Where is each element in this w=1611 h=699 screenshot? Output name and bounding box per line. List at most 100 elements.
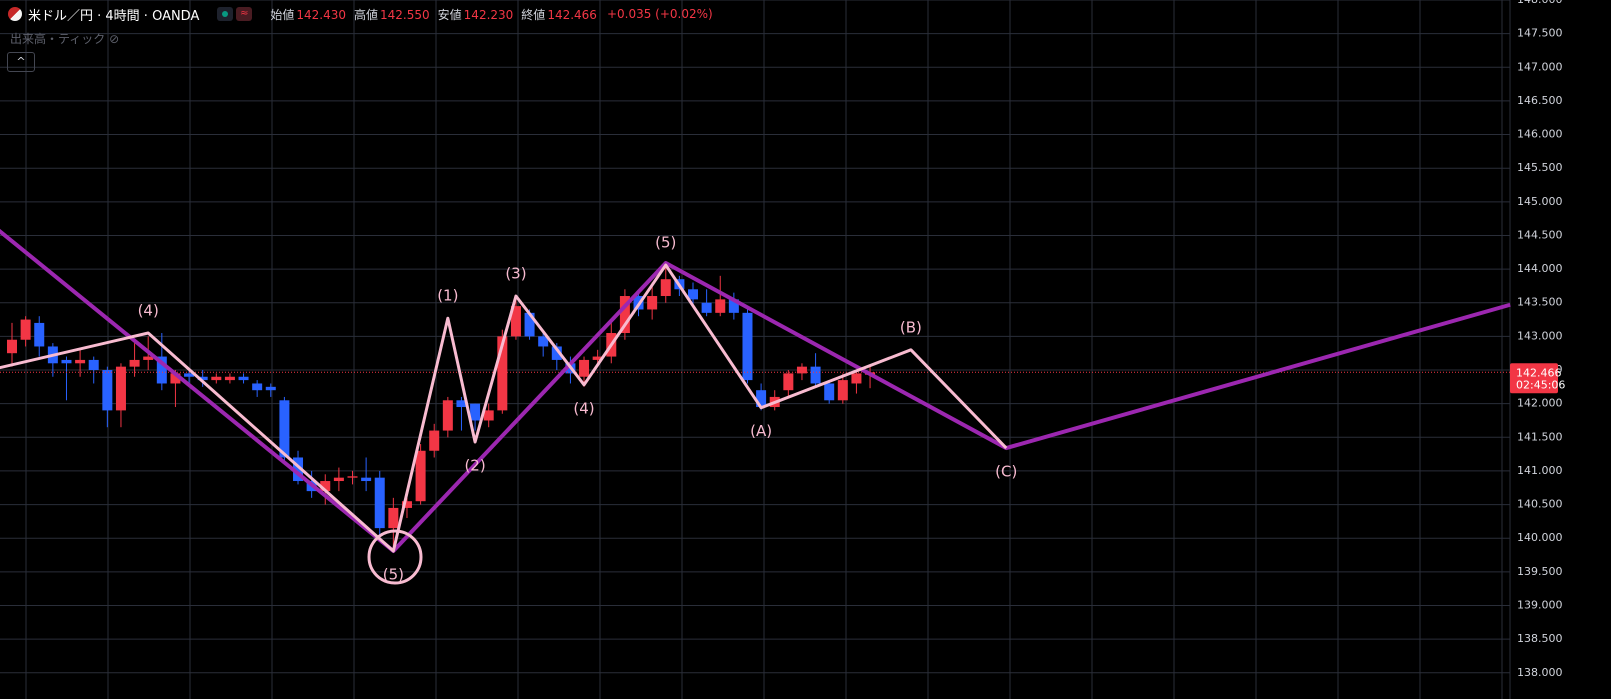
candle-body	[374, 477, 385, 529]
y-tick-label: 147.500	[1517, 27, 1563, 40]
candle-body	[756, 390, 767, 408]
data-status[interactable]: ≈	[236, 7, 253, 21]
candle-body	[470, 403, 481, 421]
volume-label[interactable]: 出来高・ティック ⊘	[10, 30, 119, 47]
symbol-flag	[8, 7, 22, 21]
candle-body	[538, 336, 549, 347]
ohlc-value: 142.550	[380, 7, 430, 22]
ohlc-label: 安値	[437, 7, 462, 22]
candle-body	[837, 380, 848, 401]
candle-body	[415, 450, 426, 502]
symbol-title[interactable]: 米ドル／円 · 4時間 · OANDA	[28, 8, 200, 24]
candle-body	[728, 299, 739, 313]
ohlc-label: 始値	[270, 7, 295, 22]
candle-body	[688, 289, 698, 300]
candle-body	[824, 383, 835, 401]
candle-body	[197, 376, 208, 381]
candle-body	[102, 370, 113, 411]
y-tick-label: 141.500	[1517, 430, 1563, 443]
y-tick-label: 145.500	[1517, 161, 1563, 174]
candle-body	[510, 306, 521, 337]
candle-body	[592, 356, 603, 360]
y-tick-label: 142.000	[1517, 397, 1563, 410]
wave-label: (B)	[900, 318, 922, 336]
y-tick-label: 141.000	[1517, 464, 1563, 477]
collapse-button[interactable]: ^	[7, 52, 35, 72]
candle-body	[293, 457, 304, 482]
candle-body	[388, 507, 399, 529]
candle-body	[20, 319, 31, 340]
candle-body	[796, 366, 807, 374]
candle-body	[320, 481, 331, 492]
candle-body	[810, 366, 821, 384]
candle-body	[742, 312, 753, 381]
candle-body	[701, 302, 712, 313]
candle-body	[184, 373, 195, 377]
y-tick-label: 143.500	[1517, 296, 1563, 309]
candle-body	[88, 359, 99, 371]
ohlc-values: 始値 142.430 高値 142.550 安値 142.230 終値 142.466	[270, 6, 605, 23]
wave-label: (5)	[383, 565, 404, 583]
y-tick-label: 145.000	[1517, 195, 1563, 208]
candle-body	[61, 359, 72, 364]
candle-body	[211, 376, 222, 381]
y-tick-label: 144.000	[1517, 262, 1563, 275]
candle-body	[347, 476, 358, 478]
y-tick-label: 140.500	[1517, 498, 1563, 511]
wave-line	[0, 263, 1008, 553]
candle-body	[224, 376, 235, 381]
candle-body	[401, 501, 412, 508]
candle-body	[279, 400, 290, 458]
wave-label: (4)	[573, 399, 594, 417]
y-tick-label: 148.000	[1517, 0, 1563, 6]
hide-icon[interactable]: ⊘	[109, 32, 120, 46]
y-tick-label: 147.000	[1517, 60, 1563, 73]
ohlc-label: 高値	[354, 7, 379, 22]
y-tick-label: 139.000	[1517, 598, 1563, 611]
candle-body	[7, 339, 17, 354]
wave-label: (1)	[437, 287, 458, 305]
y-tick-label: 143.000	[1517, 329, 1563, 342]
candle-body	[783, 373, 794, 391]
change: +0.035 (+0.02%)	[606, 7, 713, 21]
last-price-label: 142.466	[1516, 366, 1562, 379]
wave-label: (2)	[464, 457, 485, 475]
candle-body	[456, 400, 467, 408]
candle-body	[483, 410, 494, 421]
countdown: 02:45:06	[1516, 378, 1565, 391]
candle-body	[442, 400, 453, 431]
volume-text: 出来高・ティック	[10, 32, 106, 46]
candle-body	[524, 312, 535, 337]
candle-body	[156, 356, 167, 384]
candle-body	[497, 336, 508, 411]
last-price-box	[1510, 363, 1558, 394]
wave-label: (5)	[655, 234, 676, 252]
candle-body	[238, 376, 249, 381]
y-tick-label: 139.500	[1517, 565, 1563, 578]
candle-body	[34, 322, 45, 347]
candle-body	[170, 373, 181, 384]
y-tick-label: 146.000	[1517, 128, 1563, 141]
candle-body	[619, 296, 630, 334]
candle-body	[429, 430, 440, 451]
candle-body	[851, 373, 862, 384]
header: 米ドル／円 · 4時間 · OANDA ≈ 始値 142.430 高値 142.550…	[8, 4, 721, 24]
ohlc-value: 142.230	[463, 7, 514, 22]
candle-body	[715, 299, 726, 313]
candle-body	[361, 477, 372, 482]
y-tick-label: 140.000	[1517, 531, 1563, 544]
candle-body	[252, 383, 263, 391]
candle-body	[660, 279, 671, 297]
y-tick-label: 144.500	[1517, 228, 1563, 241]
candle-body	[115, 366, 126, 411]
candle-body	[129, 359, 140, 367]
y-tick-label: 138.000	[1517, 666, 1563, 679]
ohlc-value: 142.466	[547, 7, 597, 22]
ohlc-value: 142.430	[296, 7, 347, 22]
market-status[interactable]	[217, 7, 234, 21]
wave-label: (A)	[750, 422, 772, 440]
candle-body	[265, 386, 276, 391]
candle-body	[143, 356, 154, 360]
